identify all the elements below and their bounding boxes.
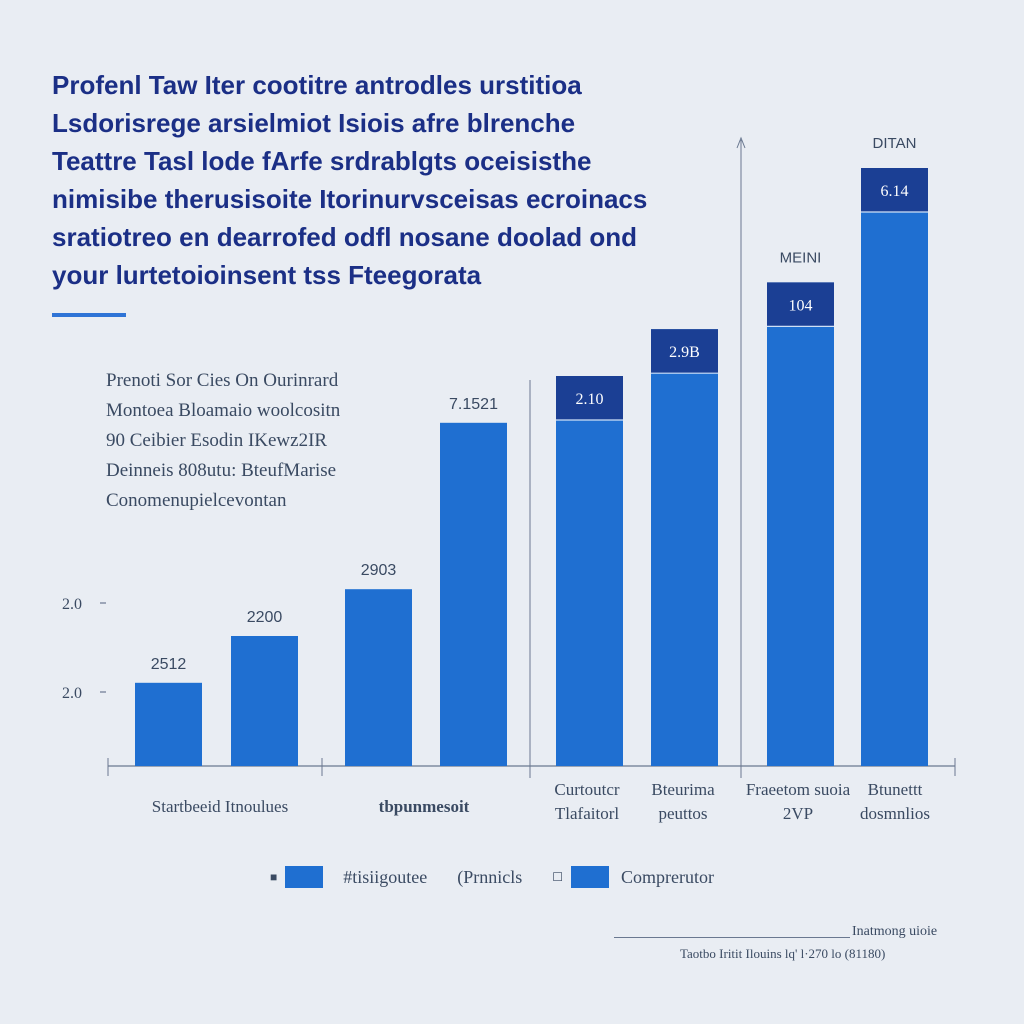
title-line: Teattre Tasl lode fArfe srdrablgts oceis… — [52, 146, 592, 176]
bar-value-label: 2903 — [361, 562, 397, 579]
description-line: Conomenupielcevontan — [106, 490, 287, 511]
bar-value-label: 2200 — [247, 609, 283, 626]
bar — [440, 422, 507, 766]
legend-marker: ■ — [270, 869, 278, 884]
source-rule — [614, 937, 850, 938]
bar-cap — [767, 282, 834, 327]
category-label: Curtoutcr — [554, 780, 619, 799]
bar-header-label: MEINI — [780, 249, 822, 266]
title-line: nimisibe therusisoite Itorinurvsceisas e… — [52, 184, 648, 214]
title-line: Lsdorisrege arsielmiot Isiois afre blren… — [52, 108, 576, 138]
description-line: Deinneis 808utu: BteufMarise — [106, 460, 337, 481]
category-label: Btunettt — [868, 780, 923, 799]
legend-label: (Prnnicls — [457, 866, 523, 887]
bar — [231, 636, 298, 766]
y-tick-label: 2.0 — [62, 685, 82, 702]
category-label: Fraeetom suoia — [746, 780, 851, 799]
legend: ■ #tisiigoutee (Prnnicls ☐ Comprerutor — [270, 866, 744, 888]
chart-description: Prenoti Sor Cies On Ourinrard Montoea Bl… — [106, 366, 436, 516]
category-label: 2VP — [783, 804, 813, 823]
category-label: tbpunmesoit — [379, 797, 470, 816]
category-label: Bteurima — [651, 780, 715, 799]
chart-title: Profenl Taw Iter cootitre antrodles urst… — [52, 66, 692, 294]
bar — [135, 682, 202, 766]
bar — [345, 589, 412, 766]
description-line: Montoea Bloamaio woolcositn — [106, 400, 341, 421]
legend-swatch — [571, 866, 610, 888]
bar-value-label: 2.9B — [669, 344, 700, 361]
title-line: your lurtetoioinsent tss Fteegorata — [52, 260, 482, 290]
bar-value-label: 104 — [789, 297, 813, 314]
bar — [651, 329, 718, 766]
source-note: Taotbo Iritit Ilouins lq' l·270 lo (8118… — [680, 946, 886, 961]
bar-cap — [556, 376, 623, 420]
category-label: peuttos — [658, 804, 707, 823]
category-label: Tlafaitorl — [555, 804, 619, 823]
category-label: Startbeeid Itnoulues — [152, 797, 288, 816]
separator-arrow — [736, 136, 746, 149]
source-label: Inatmong uioie — [852, 924, 938, 939]
y-tick-label: 2.0 — [62, 596, 82, 613]
category-label: dosmnlios — [860, 804, 930, 823]
bar-value-label: 2512 — [151, 656, 187, 673]
title-line: Profenl Taw Iter cootitre antrodles urst… — [52, 70, 582, 100]
description-line: Prenoti Sor Cies On Ourinrard — [106, 370, 339, 391]
bar-value-label: 6.14 — [881, 183, 909, 200]
legend-label: Comprerutor — [621, 866, 714, 887]
bar-value-label: 7.1521 — [449, 396, 498, 413]
bar — [767, 282, 834, 766]
bar-header-label: DITAN — [873, 135, 917, 152]
title-underline — [52, 313, 126, 317]
bar-cap — [861, 168, 928, 212]
title-line: sratiotreo en dearrofed odfl nosane dool… — [52, 222, 638, 252]
bar-cap — [651, 329, 718, 374]
legend-marker: ☐ — [552, 869, 564, 884]
bar-value-label: 2.10 — [576, 391, 604, 408]
bar — [861, 168, 928, 766]
description-line: 90 Ceibier Esodin IKewz2IR — [106, 430, 328, 451]
legend-label: #tisiigoutee — [343, 866, 428, 887]
bar — [556, 376, 623, 766]
legend-swatch — [285, 866, 324, 888]
